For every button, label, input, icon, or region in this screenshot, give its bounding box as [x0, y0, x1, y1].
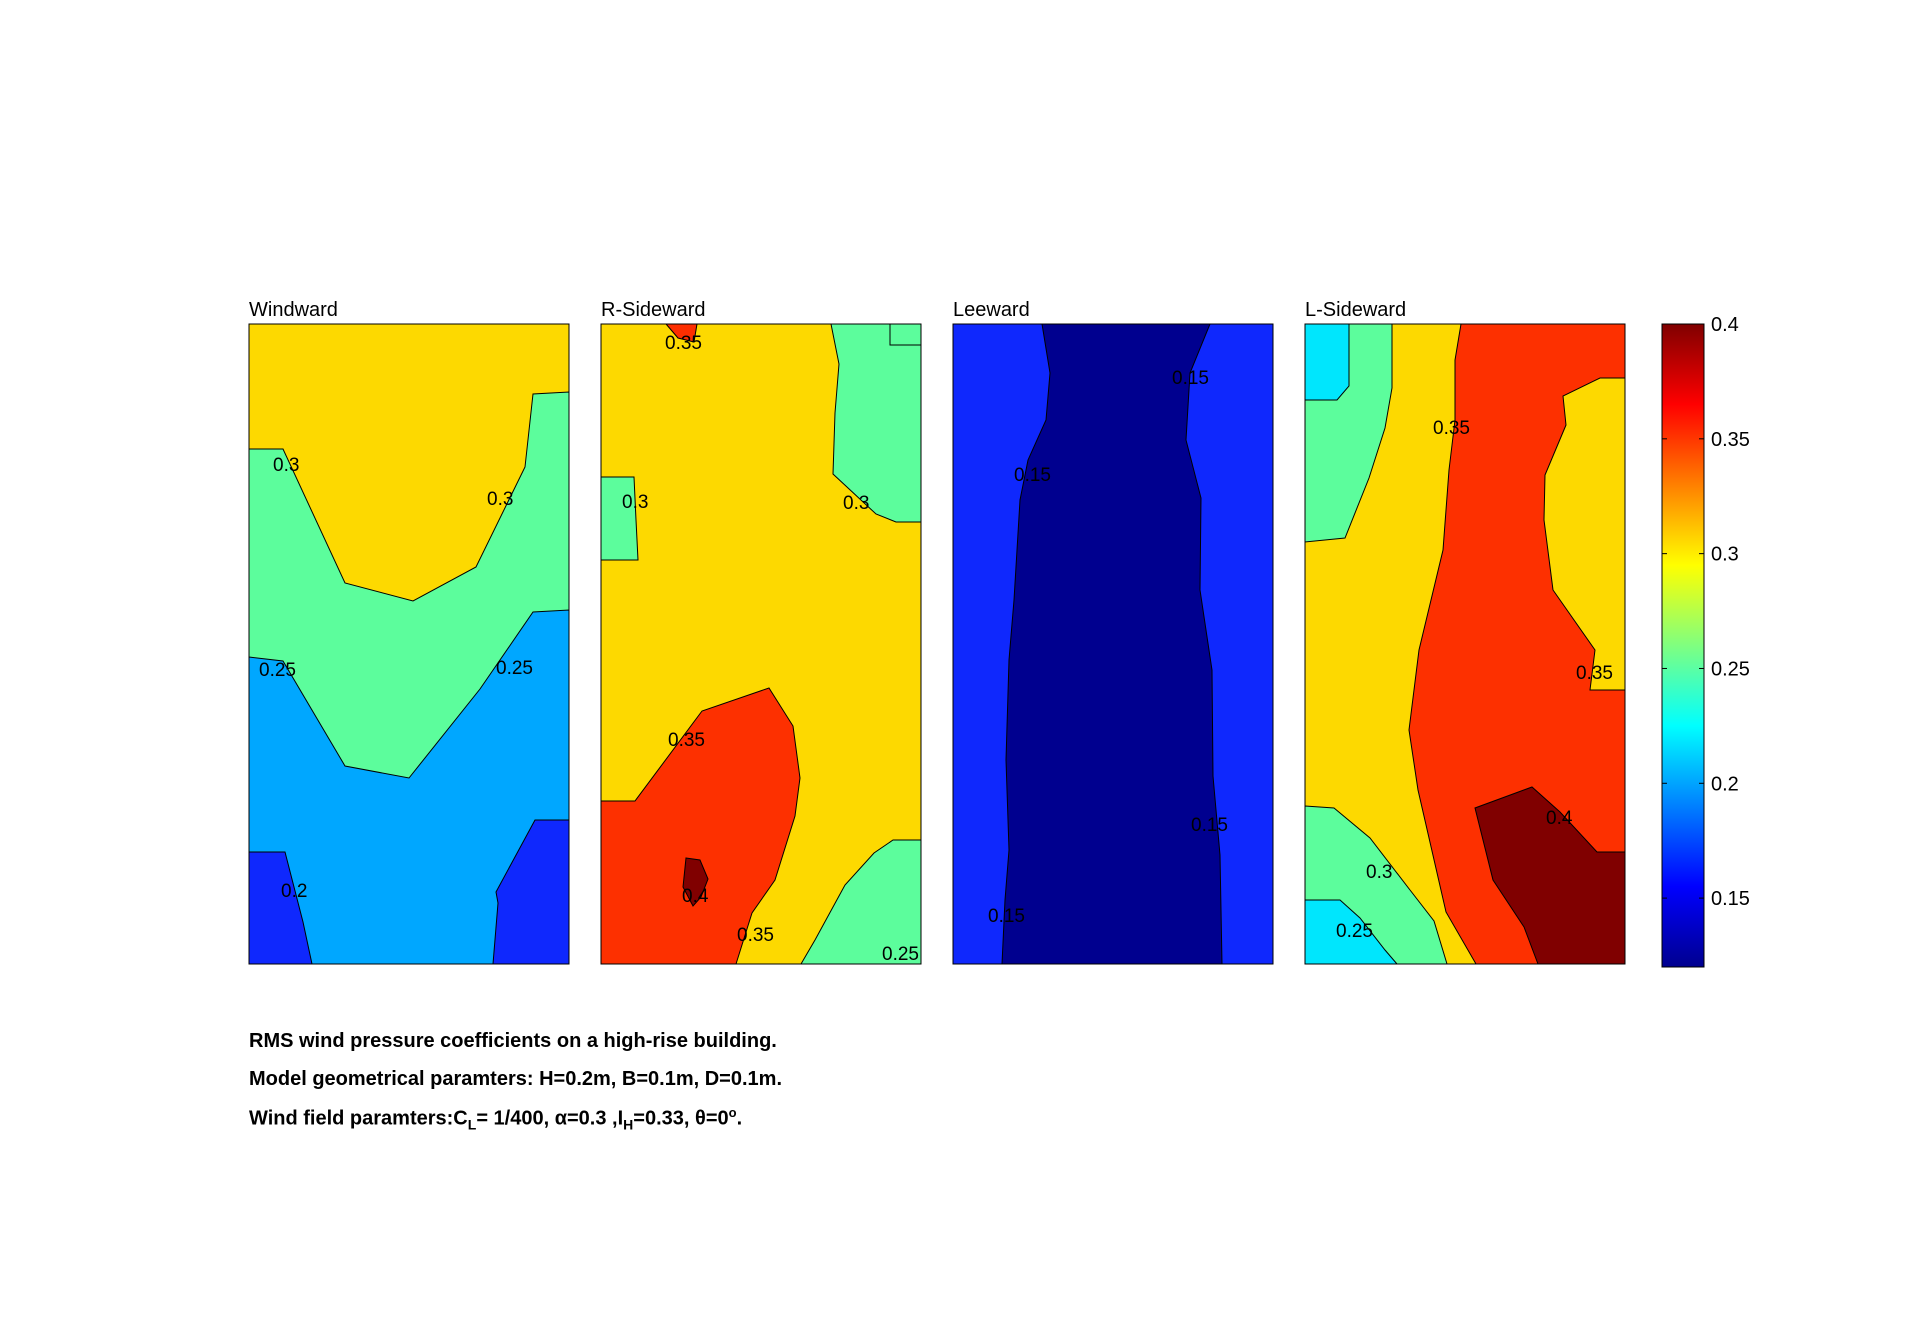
colorbar-tick-label: 0.2	[1711, 773, 1739, 795]
panel-title-leeward: Leeward	[953, 299, 1030, 321]
contour-label: 0.35	[668, 730, 705, 751]
caption-text: .	[736, 1107, 743, 1130]
contour-label: 0.25	[1336, 921, 1373, 942]
caption-text: = 1/400, α=0.3 ,I	[476, 1107, 624, 1130]
panel-leeward: Leeward 0.15 0.15 0.15 0.15	[952, 299, 1274, 965]
lside-frame	[1304, 323, 1626, 965]
contour-label: 0.35	[1433, 418, 1470, 439]
contour-label: 0.15	[1191, 815, 1228, 836]
colorbar-tick-label: 0.3	[1711, 544, 1739, 566]
caption-line-1: RMS wind pressure coefficients on a high…	[249, 1030, 777, 1052]
colorbar-tick-label: 0.4	[1711, 314, 1739, 336]
caption-line-3: Wind field paramters:CL= 1/400, α=0.3 ,I…	[249, 1105, 742, 1133]
contour-label: 0.15	[988, 906, 1025, 927]
contour-label: 0.3	[487, 489, 513, 510]
colorbar-tick-label: 0.25	[1711, 658, 1750, 680]
contour-label: 0.15	[1014, 465, 1051, 486]
contour-label: 0.3	[843, 493, 869, 514]
caption-subscript: L	[467, 1116, 477, 1133]
rside-frame	[600, 323, 922, 965]
lside-level-0.20-topleft	[1304, 323, 1350, 401]
caption-line-2: Model geometrical paramters: H=0.2m, B=0…	[249, 1068, 782, 1090]
rside-level-0.25-left	[600, 476, 639, 561]
rside-level-0.40	[682, 857, 709, 907]
caption-subscript: H	[623, 1116, 634, 1133]
colorbar-tick-label: 0.35	[1711, 429, 1750, 451]
panel-title-l-sideward: L-Sideward	[1305, 299, 1406, 321]
colorbar-ticks: 0.4 0.35 0.3 0.25 0.2 0.15	[1662, 314, 1750, 910]
contour-label: 0.4	[682, 886, 709, 907]
contour-label: 0.4	[1546, 808, 1573, 829]
contour-label: 0.15	[1172, 368, 1209, 389]
caption-superscript: o	[728, 1105, 737, 1120]
contour-label: 0.35	[665, 333, 702, 354]
windward-frame	[248, 323, 570, 965]
leeward-frame	[952, 323, 1274, 965]
caption-text: =0.33, θ=0	[633, 1107, 729, 1130]
panel-l-sideward: L-Sideward 0.35 0.35 0.4 0.3 0.25	[1304, 299, 1626, 965]
contour-label: 0.3	[273, 455, 299, 476]
contour-label: 0.3	[1366, 862, 1392, 883]
rside-level-0.25-corner	[889, 323, 922, 346]
panel-windward: Windward 0.3 0.3 0.25 0.25 0.2	[248, 299, 570, 965]
contour-label: 0.25	[259, 660, 296, 681]
colorbar: 0.4 0.35 0.3 0.25 0.2 0.15	[1661, 314, 1750, 968]
contour-label: 0.3	[622, 492, 648, 513]
caption-text: Wind field paramters:C	[249, 1107, 468, 1130]
contour-label: 0.2	[281, 881, 307, 902]
panel-title-r-sideward: R-Sideward	[601, 299, 705, 321]
panel-title-windward: Windward	[249, 299, 338, 321]
contour-label: 0.35	[1576, 663, 1613, 684]
contour-label: 0.25	[882, 944, 919, 965]
contour-label: 0.35	[737, 925, 774, 946]
contour-label: 0.25	[496, 658, 533, 679]
colorbar-gradient	[1661, 323, 1705, 968]
panel-r-sideward: R-Sideward 0.35 0.3 0.3 0.35 0.4 0.35 0.…	[600, 299, 922, 965]
colorbar-tick-label: 0.15	[1711, 888, 1750, 910]
